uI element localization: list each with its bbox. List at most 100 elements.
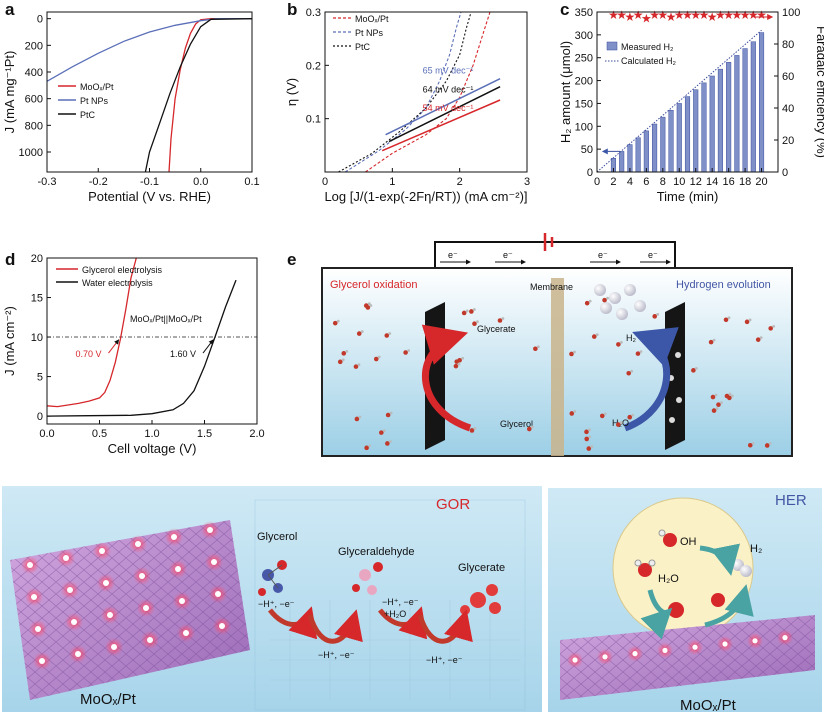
- pt-sites: [21, 521, 231, 670]
- pt-atom: [39, 658, 45, 664]
- bar-measured-h2: [668, 110, 674, 173]
- carbon-lattice: [270, 600, 520, 700]
- electron-label: e⁻: [648, 250, 658, 260]
- legend-label: PtC: [80, 110, 96, 120]
- her-arrow-1: [699, 543, 740, 576]
- molecule-atom: [536, 345, 540, 349]
- molecule-atom: [368, 444, 372, 448]
- faradaic-point: ★: [666, 10, 677, 24]
- y-tick-label: 15: [31, 293, 43, 305]
- panel-label-d: d: [5, 250, 15, 269]
- molecule-atom: [385, 412, 391, 418]
- molecule-atom: [461, 356, 465, 360]
- molecule-atom: [472, 321, 477, 326]
- pt-atom: [103, 580, 109, 586]
- molecule-atom: [389, 411, 393, 415]
- y2-tick-label: 0: [782, 167, 788, 179]
- gor-title: GOR: [436, 496, 470, 513]
- tafel-slope-label: 65 mV dec⁻¹: [423, 66, 474, 76]
- faradaic-point: ★: [682, 8, 693, 22]
- plot-frame: [46, 11, 253, 173]
- y-tick-label: 200: [575, 76, 593, 88]
- molecule-atom: [744, 319, 750, 325]
- y-tick-label: 100: [575, 121, 593, 133]
- molecule-atom: [472, 308, 476, 311]
- y-tick-label: 350: [575, 7, 593, 19]
- membrane-label: Membrane: [530, 282, 573, 292]
- faradaic-point: ★: [649, 8, 660, 22]
- chart-c: ★★★★★★★★★★★★★★★★★★★0 2 4 6 8 10 12 14 16 18 200501…: [558, 7, 824, 204]
- molecule-atom: [588, 299, 592, 303]
- molecule-atom: [469, 428, 475, 433]
- pt-atom: [175, 566, 181, 572]
- molecule-atom: [584, 429, 589, 435]
- molecule-atom: [586, 446, 592, 451]
- molecule-atom: [711, 408, 717, 413]
- molecule-atom: [384, 333, 390, 338]
- molecule-atom: [768, 442, 772, 445]
- bar-measured-h2: [684, 96, 691, 173]
- molecule-atom: [595, 333, 599, 336]
- electron-arrows: e⁻ e⁻ e⁻ e⁻: [440, 250, 671, 265]
- molecule-atom: [639, 350, 643, 354]
- h2-label: H₂: [626, 333, 636, 343]
- molecule-atom: [616, 342, 621, 347]
- glyceraldehyde-text: Glyceraldehyde: [338, 546, 414, 558]
- y2-tick-label: 40: [782, 103, 794, 115]
- molecule-atom: [469, 309, 474, 314]
- bar-measured-h2: [627, 144, 633, 173]
- faradaic-point: ★: [740, 8, 751, 22]
- pt-atom: [722, 641, 728, 647]
- y-tick-label: 0.3: [306, 7, 321, 19]
- series-line-Water electrolysis: [46, 279, 237, 417]
- x-tick-label: 1: [389, 176, 395, 188]
- glycerol-label: Glycerol: [500, 419, 533, 429]
- chart-d: 0.0 0.5 1.0 1.5 2.0 0 5 10 15 20 Cell voltage (V) J…: [2, 253, 265, 456]
- legend-label: Calculated H₂: [621, 56, 677, 66]
- molecule-atom: [691, 368, 696, 373]
- x-tick-label: 16: [723, 176, 735, 188]
- y-tick-label: 250: [575, 53, 593, 65]
- molecule-atom: [403, 350, 408, 355]
- molecule-atom: [573, 350, 576, 354]
- y-tick-label: 0: [37, 411, 43, 423]
- y2-axis-title: Faradaic efficiency (%): [814, 26, 824, 158]
- electron-label: e⁻: [503, 250, 513, 260]
- molecule-atom: [354, 416, 360, 422]
- y-tick-label: 10: [31, 332, 43, 344]
- molecule-atom: [382, 429, 386, 433]
- x-tick-label: 6: [643, 176, 649, 188]
- x-tick-label: -0.2: [89, 176, 108, 188]
- y2-tick-label: 60: [782, 71, 794, 83]
- molecule-atom: [590, 445, 594, 448]
- bar-measured-h2: [619, 151, 625, 173]
- panel-label-a: a: [5, 0, 15, 19]
- bar-measured-h2: [652, 123, 658, 173]
- glycerol-oxidation-title: Glycerol oxidation: [330, 279, 417, 291]
- molecule-atom: [748, 318, 752, 322]
- x-axis-title: Cell voltage (V): [108, 441, 197, 456]
- molecule-atom: [751, 441, 755, 445]
- molecule-atom: [716, 402, 721, 407]
- molecule-atom: [407, 349, 411, 352]
- pt-atom: [179, 598, 185, 604]
- molecule-atom: [373, 356, 379, 362]
- x-tick-label: 2.0: [249, 428, 264, 440]
- x-axis-title: Potential (V vs. RHE): [88, 189, 211, 204]
- molecule-atom: [619, 421, 623, 424]
- faradaic-point: ★: [625, 10, 636, 24]
- x-tick-label: 10: [673, 176, 685, 188]
- pt-atom: [67, 587, 73, 593]
- molecule-atom: [715, 407, 719, 410]
- molecule-atom: [728, 392, 732, 396]
- voltage-arrow: [202, 339, 214, 354]
- molecule-atom: [453, 363, 459, 369]
- legend-label: Water electrolysis: [82, 278, 153, 288]
- pt-atom: [215, 591, 221, 597]
- molecule-atom: [332, 320, 338, 326]
- x-axis-title: Time (min): [657, 189, 719, 204]
- voltage-arrow: [108, 339, 120, 354]
- panel-label-e: e: [287, 250, 296, 269]
- molecule-atom: [357, 363, 361, 367]
